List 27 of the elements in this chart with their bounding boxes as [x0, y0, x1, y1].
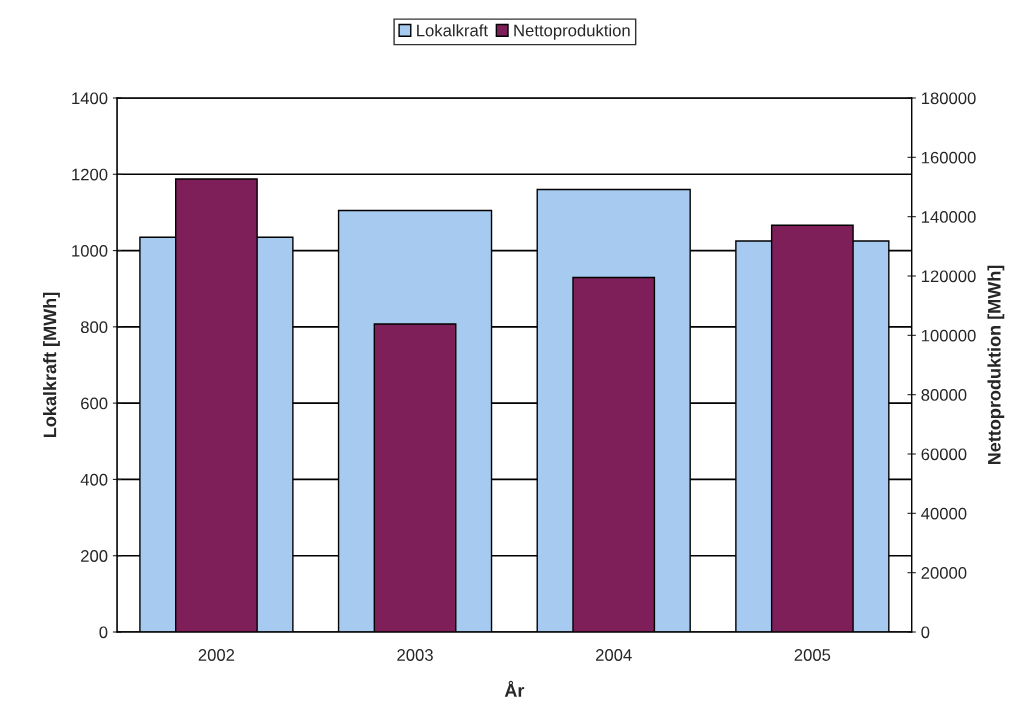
y2-tick-label: 120000	[921, 270, 976, 283]
y-tick-label: 1200	[72, 168, 108, 181]
x-tick-label: 2002	[198, 649, 235, 661]
y-tick-label: 1400	[72, 92, 108, 105]
y2-tick-label: 140000	[921, 211, 976, 223]
y2-axis-title: Nettoproduktion [MWh]	[987, 265, 1005, 465]
y-tick-label: 600	[81, 397, 108, 410]
x-tick-label: 2004	[596, 649, 632, 661]
legend-label: Lokalkraft	[417, 24, 488, 37]
y-tick-label: 200	[81, 550, 108, 562]
y2-tick-label: 80000	[921, 389, 967, 401]
x-tick-label: 2005	[794, 649, 831, 661]
y2-tick-label: 160000	[921, 151, 976, 164]
y2-tick-label: 40000	[921, 507, 967, 520]
x-tick-label: 2003	[397, 649, 433, 661]
y-tick-label: 800	[80, 321, 108, 334]
y2-tick-label: 0	[921, 626, 930, 639]
y-tick-label: 1000	[72, 244, 108, 257]
legend-label: Nettoproduktion	[514, 24, 630, 40]
y-axis-title: Lokalkraft [MWh]	[43, 292, 60, 438]
y2-tick-label: 100000	[921, 329, 976, 342]
y2-tick-label: 60000	[921, 448, 967, 461]
y2-tick-label: 20000	[921, 567, 967, 579]
x-axis-title: År	[504, 680, 525, 697]
y-tick-label: 400	[80, 473, 108, 486]
y2-tick-label: 180000	[921, 92, 976, 105]
y-tick-label: 0	[99, 626, 108, 639]
